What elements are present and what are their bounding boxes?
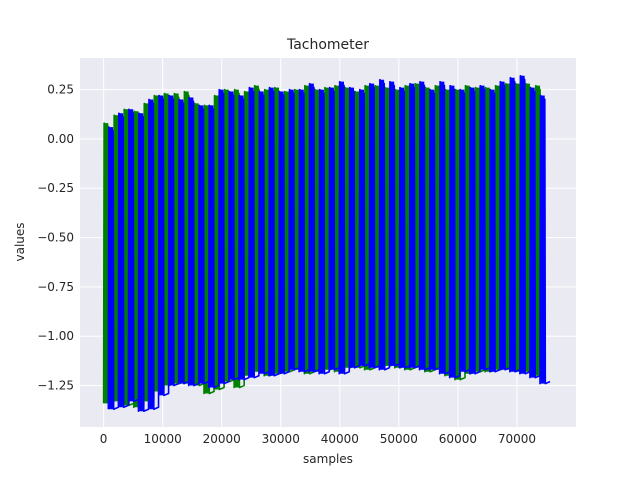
- y-tick-label: −0.75: [37, 280, 74, 294]
- x-tick-label: 70000: [498, 432, 536, 446]
- y-tick-label: 0.25: [47, 83, 74, 97]
- y-tick-label: −1.25: [37, 379, 74, 393]
- x-axis-label: samples: [303, 452, 353, 466]
- y-tick-label: 0.00: [47, 132, 74, 146]
- y-tick-label: −0.25: [37, 181, 74, 195]
- x-tick-label: 0: [100, 432, 108, 446]
- x-tick-label: 10000: [144, 432, 182, 446]
- y-tick-label: −1.00: [37, 329, 74, 343]
- y-tick-label: −0.50: [37, 231, 74, 245]
- x-tick-label: 30000: [262, 432, 300, 446]
- series-layer: [102, 74, 551, 413]
- x-tick-label: 40000: [321, 432, 359, 446]
- x-tick-label: 20000: [203, 432, 241, 446]
- x-tick-label: 50000: [380, 432, 418, 446]
- y-axis-label: values: [13, 222, 27, 261]
- ticks: 0 10000 20000 30000 40000 50000 60000 70000 0.25…: [37, 83, 536, 446]
- chart-title: Tachometer: [286, 37, 369, 53]
- x-tick-label: 60000: [439, 432, 477, 446]
